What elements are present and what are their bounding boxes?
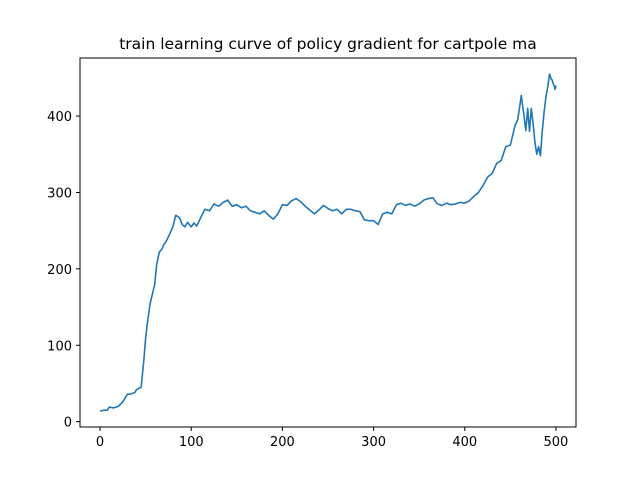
x-tick-label: 300 <box>361 435 386 450</box>
chart-title: train learning curve of policy gradient … <box>119 35 537 53</box>
plot-area <box>99 73 557 412</box>
axes-frame <box>79 57 577 428</box>
series-line-0 <box>99 73 557 412</box>
x-tick-label: 200 <box>270 435 295 450</box>
x-tick-label: 100 <box>179 435 204 450</box>
y-tick-label: 300 <box>47 186 72 201</box>
x-tick-label: 0 <box>96 435 104 450</box>
y-axis: 0 100 200 300 400 <box>47 110 80 431</box>
y-tick-label: 0 <box>64 416 72 431</box>
x-axis: 0 100 200 300 400 500 <box>96 427 568 450</box>
y-tick-label: 200 <box>47 263 72 278</box>
y-tick-label: 100 <box>47 339 72 354</box>
x-tick-label: 500 <box>544 435 569 450</box>
x-tick-label: 400 <box>452 435 477 450</box>
y-tick-label: 400 <box>47 110 72 125</box>
